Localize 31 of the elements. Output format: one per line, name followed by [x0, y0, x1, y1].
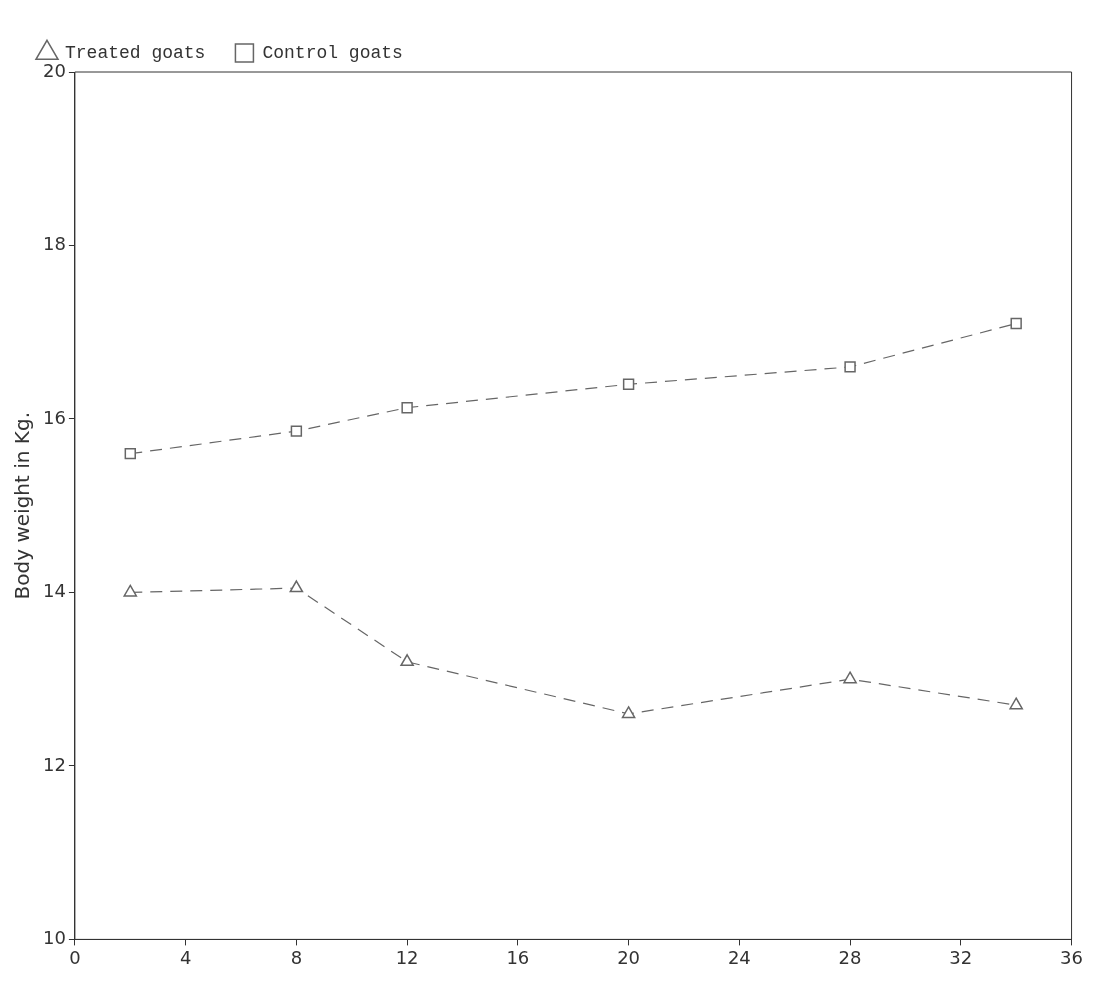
point: [1009, 697, 1023, 710]
y-tick-label: 10: [43, 927, 66, 949]
point: [622, 378, 635, 390]
point: [289, 580, 304, 593]
x-tick-label: 28: [838, 946, 862, 968]
point: [621, 706, 636, 719]
point: [843, 671, 857, 684]
point: [290, 425, 303, 437]
point: [400, 654, 414, 667]
point: [844, 361, 856, 373]
x-tick-label: 36: [1060, 946, 1083, 968]
y-tick-label: 16: [43, 406, 66, 428]
y-tick-label: 12: [43, 753, 66, 775]
x-tick-label: 4: [179, 946, 192, 968]
x-tick-label: 16: [506, 946, 530, 968]
x-tick-label: 12: [395, 946, 419, 968]
legend-label: Control goats: [262, 42, 403, 63]
x-tick-label: 32: [949, 946, 973, 968]
point: [401, 401, 413, 414]
y-tick-label: 14: [43, 580, 66, 602]
x-tick-label: 24: [727, 946, 751, 968]
point: [123, 584, 138, 597]
y-tick-label: 20: [43, 59, 66, 81]
x-tick-label: 20: [617, 946, 641, 968]
x-tick-label: 0: [69, 946, 81, 968]
point: [124, 447, 136, 460]
x-tick-label: 8: [290, 946, 303, 968]
y-tick-label: 18: [43, 233, 66, 255]
legend-label: Treated goats: [65, 42, 206, 63]
y-axis-title: Body weight in Kg.: [10, 412, 35, 600]
point: [1010, 317, 1022, 330]
